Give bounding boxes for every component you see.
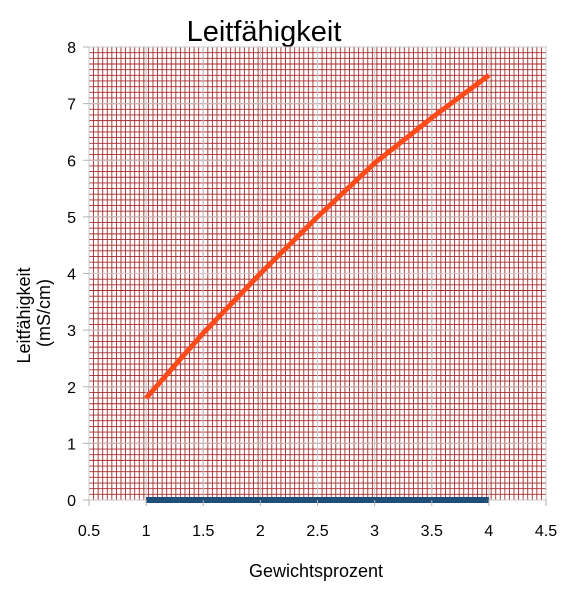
y-axis-title-line-2: (mS/cm) xyxy=(34,279,54,347)
major-grid xyxy=(88,46,547,501)
y-tick-label: 5 xyxy=(67,210,76,227)
y-tick-label: 6 xyxy=(67,153,76,170)
x-tick-label: 0.5 xyxy=(78,523,100,540)
x-tick-label: 1 xyxy=(142,523,151,540)
y-axis-title: Leitfähigkeit (mS/cm) xyxy=(14,262,54,363)
x-tick-label: 4.5 xyxy=(535,523,557,540)
y-tick-label: 4 xyxy=(67,267,76,284)
x-tick-label: 4 xyxy=(484,523,493,540)
y-axis-title-line-1: Leitfähigkeit xyxy=(14,267,34,363)
chart-title: Leitfähigkeit xyxy=(187,16,342,48)
y-tick-label: 7 xyxy=(67,97,76,114)
y-tick-label: 2 xyxy=(67,380,76,397)
y-tick-label: 8 xyxy=(67,40,76,57)
x-tick-label: 2 xyxy=(256,523,265,540)
x-tick-label: 2.5 xyxy=(306,523,328,540)
x-tick-label: 3.5 xyxy=(421,523,443,540)
y-tick-label: 3 xyxy=(67,323,76,340)
y-axis: 0 1 2 3 4 5 6 7 8 xyxy=(67,40,89,510)
svg-text:Leitfähigkeit (mS/cm): Leitfähigkeit (mS/cm) xyxy=(14,262,54,363)
plot-area xyxy=(88,46,547,503)
x-axis: 0.5 1 1.5 2 2.5 3 3.5 4 4.5 xyxy=(78,500,557,540)
series-line-1 xyxy=(144,73,491,400)
y-tick-label: 0 xyxy=(67,493,76,510)
x-tick-label: 3 xyxy=(370,523,379,540)
x-axis-title: Gewichtsprozent xyxy=(249,561,383,581)
x-tick-label: 1.5 xyxy=(192,523,214,540)
y-tick-label: 1 xyxy=(67,436,76,453)
